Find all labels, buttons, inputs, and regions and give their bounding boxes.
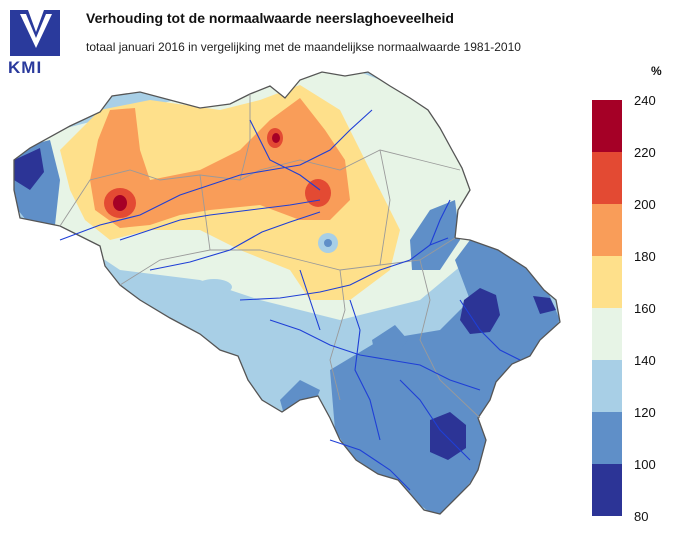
belgium-precipitation-map — [13, 71, 561, 515]
kmi-logo — [6, 8, 64, 56]
logo-text: KMI — [8, 58, 43, 77]
legend-tick: 100 — [634, 457, 656, 472]
legend-tick: 140 — [634, 353, 656, 368]
legend-tick: 160 — [634, 301, 656, 316]
legend-tick: 180 — [634, 249, 656, 264]
legend-tick: 200 — [634, 197, 656, 212]
legend-tick: 80 — [634, 509, 649, 524]
legend-unit: % — [651, 64, 662, 78]
legend-colorbar — [592, 100, 622, 516]
map-title: Verhouding tot de normaalwaarde neerslag… — [86, 10, 454, 26]
map-subtitle: totaal januari 2016 in vergelijking met … — [86, 40, 521, 54]
legend-tick: 240 — [634, 93, 656, 108]
legend-tick: 220 — [634, 145, 656, 160]
legend-tick: 120 — [634, 405, 656, 420]
